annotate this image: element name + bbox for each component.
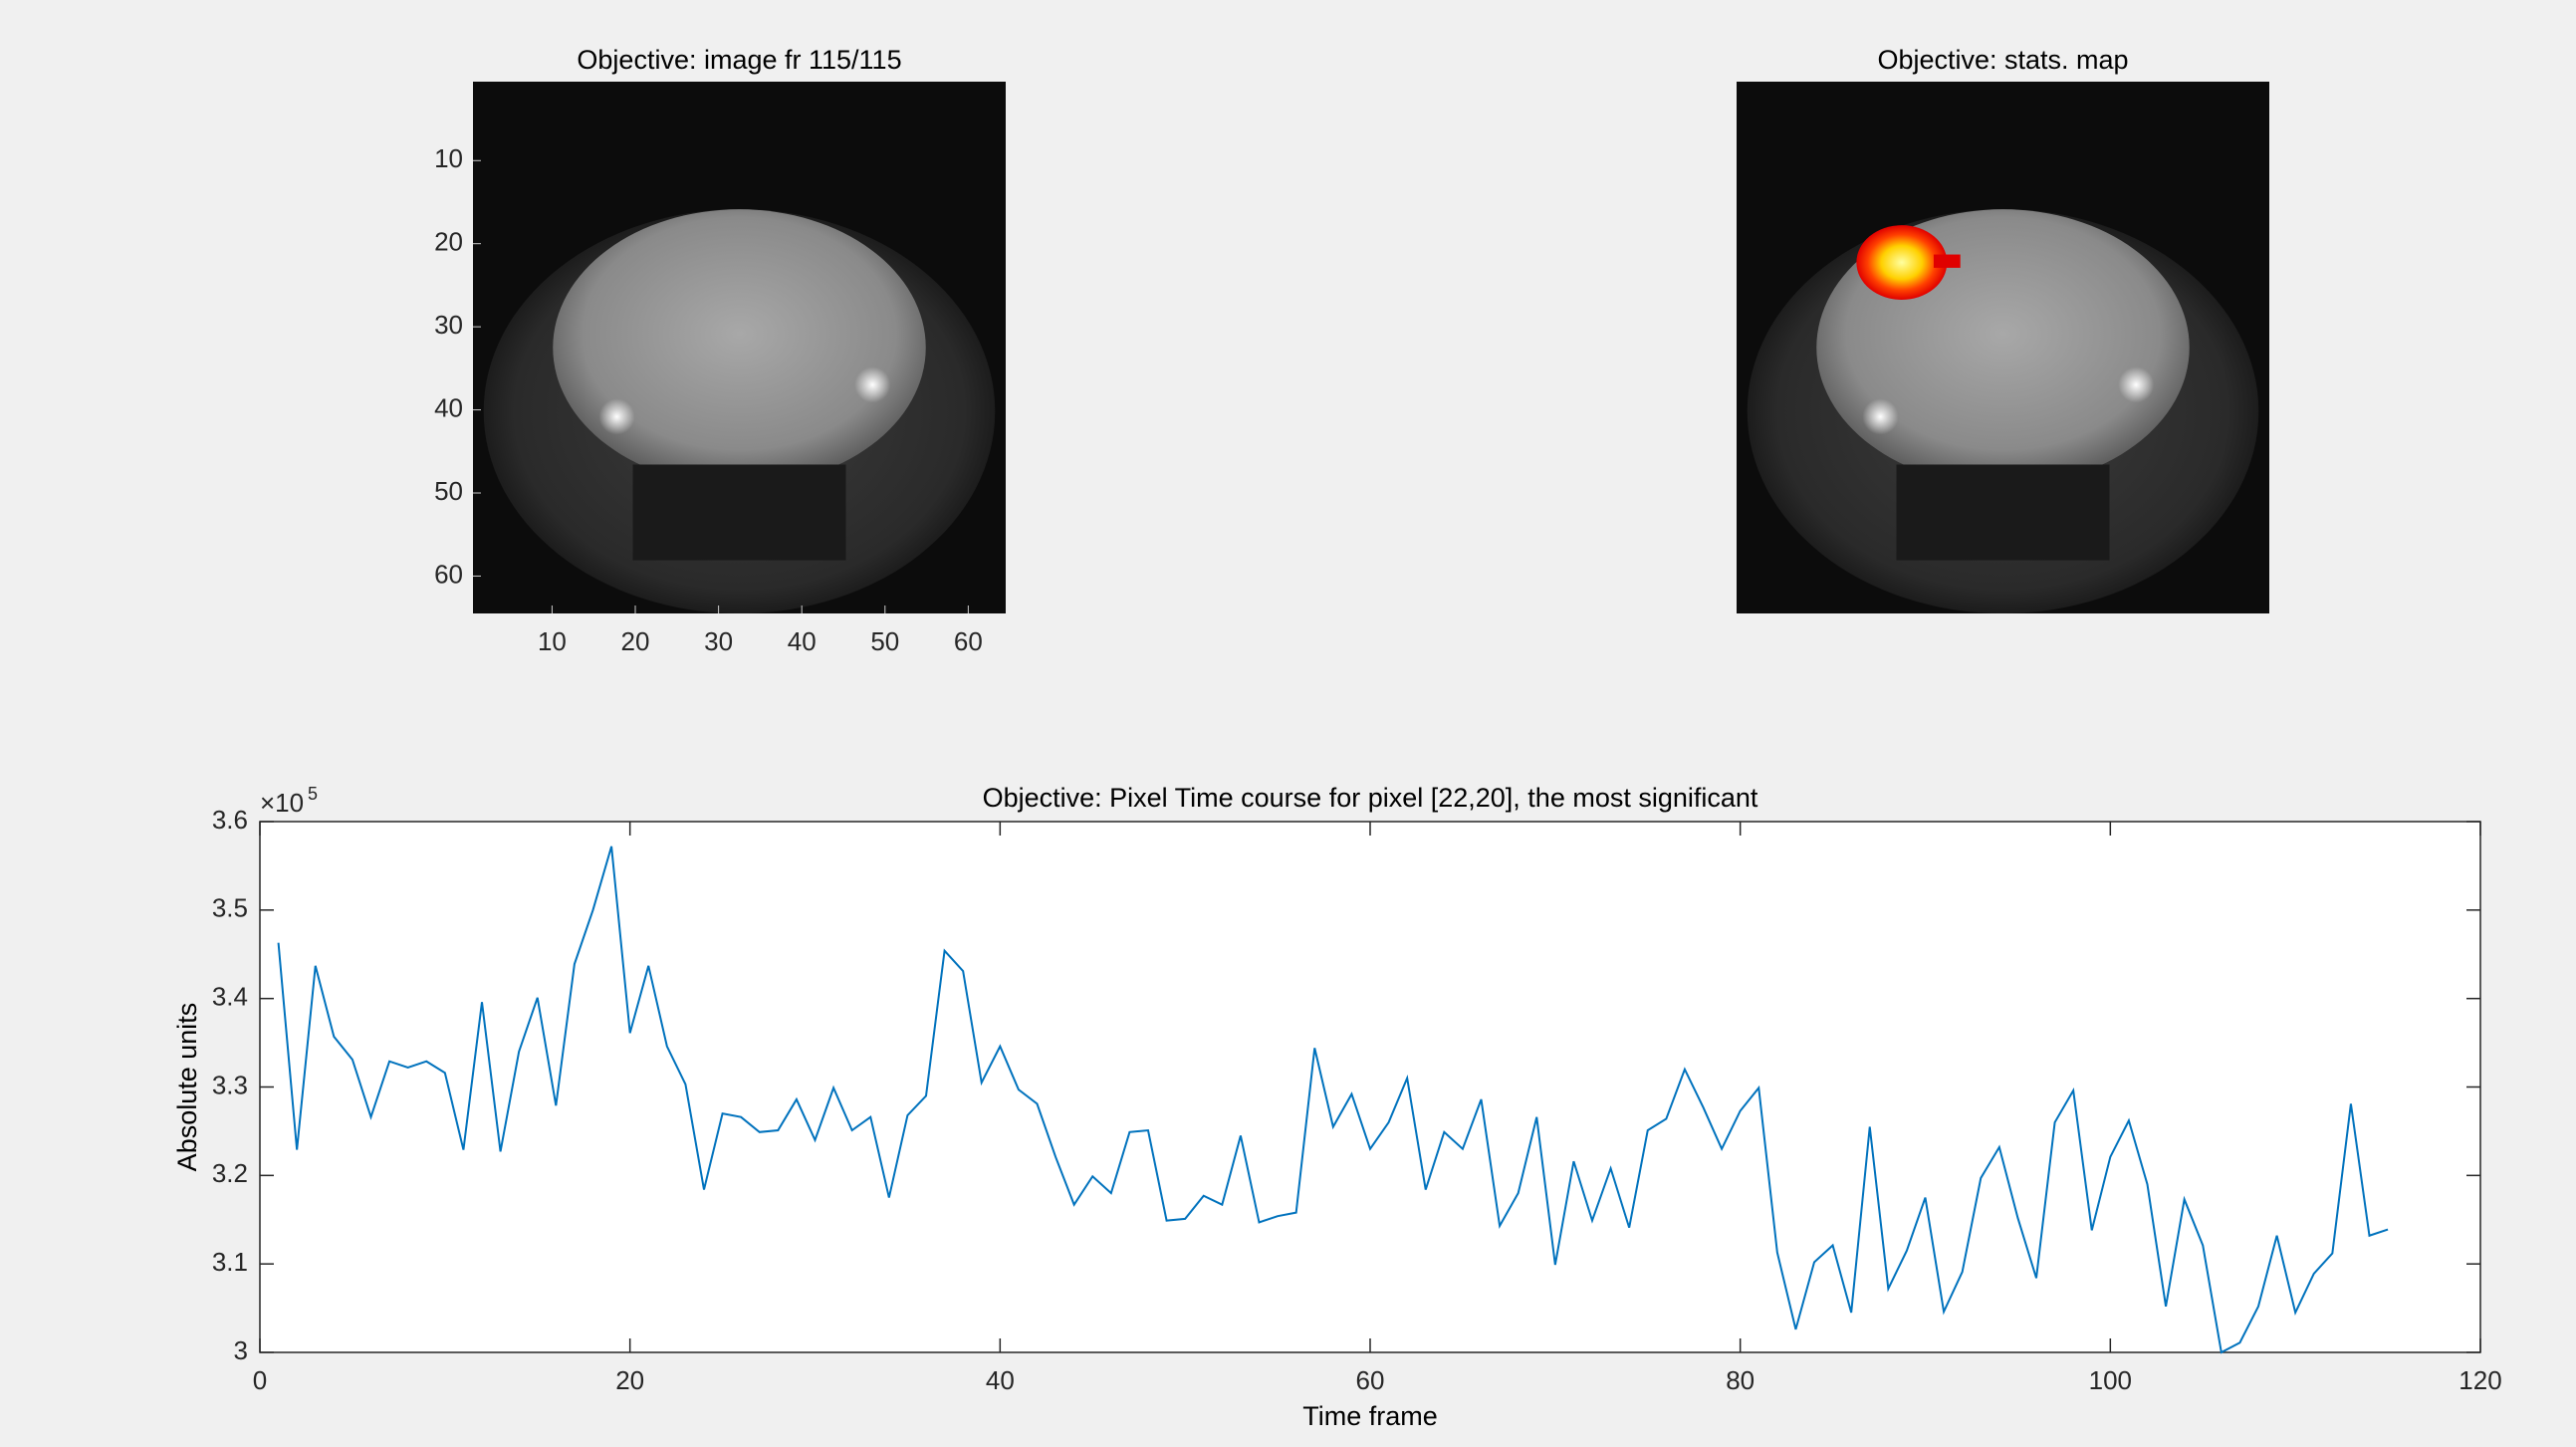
y-tick-label: 20 <box>434 227 463 257</box>
x-tick-label: 40 <box>986 1365 1015 1395</box>
x-tick-label: 60 <box>1356 1365 1385 1395</box>
bright-spot <box>2118 366 2155 403</box>
y-tick-label: 60 <box>434 559 463 589</box>
bright-spot <box>854 366 891 403</box>
x-tick-label: 40 <box>788 626 817 656</box>
y-multiplier-base: ×10 <box>260 788 304 818</box>
bright-spot <box>598 398 635 435</box>
y-tick-label: 3.3 <box>212 1070 248 1099</box>
bright-spot <box>1862 398 1899 435</box>
y-tick-label: 3 <box>234 1335 248 1365</box>
activation-blob <box>1856 225 1948 300</box>
jaw <box>1896 464 2110 561</box>
activation-blob <box>1933 254 1961 268</box>
image-panel <box>1737 82 2269 614</box>
brain <box>553 209 926 486</box>
image-title: Objective: image fr 115/115 <box>577 45 901 75</box>
x-tick-label: 50 <box>870 626 899 656</box>
y-tick-label: 3.1 <box>212 1247 248 1277</box>
x-tick-label: 120 <box>2459 1365 2501 1395</box>
y-tick-label: 40 <box>434 392 463 422</box>
x-tick-label: 100 <box>2089 1365 2132 1395</box>
plot-area <box>259 821 2481 1353</box>
y-tick-label: 50 <box>434 476 463 506</box>
x-tick-label: 80 <box>1726 1365 1755 1395</box>
y-tick-label: 3.2 <box>212 1158 248 1188</box>
y-tick-label: 3.4 <box>212 982 248 1012</box>
y-axis-label: Absolute units <box>172 1003 202 1172</box>
x-tick-label: 20 <box>621 626 650 656</box>
x-tick-label: 60 <box>954 626 983 656</box>
x-tick-label: 30 <box>704 626 733 656</box>
y-tick-label: 30 <box>434 310 463 340</box>
x-axis-label: Time frame <box>1302 1401 1438 1431</box>
jaw <box>632 464 846 561</box>
y-multiplier-exponent: 5 <box>308 784 318 804</box>
y-tick-label: 3.6 <box>212 805 248 835</box>
image-panel <box>473 82 1006 614</box>
image-title: Objective: stats. map <box>1877 45 2128 75</box>
y-tick-label: 3.5 <box>212 893 248 923</box>
y-tick-label: 10 <box>434 143 463 173</box>
x-tick-label: 0 <box>253 1365 267 1395</box>
chart-title: Objective: Pixel Time course for pixel [… <box>983 783 1758 813</box>
x-tick-label: 10 <box>538 626 567 656</box>
x-tick-label: 20 <box>615 1365 644 1395</box>
time-course-line <box>277 845 2389 1354</box>
